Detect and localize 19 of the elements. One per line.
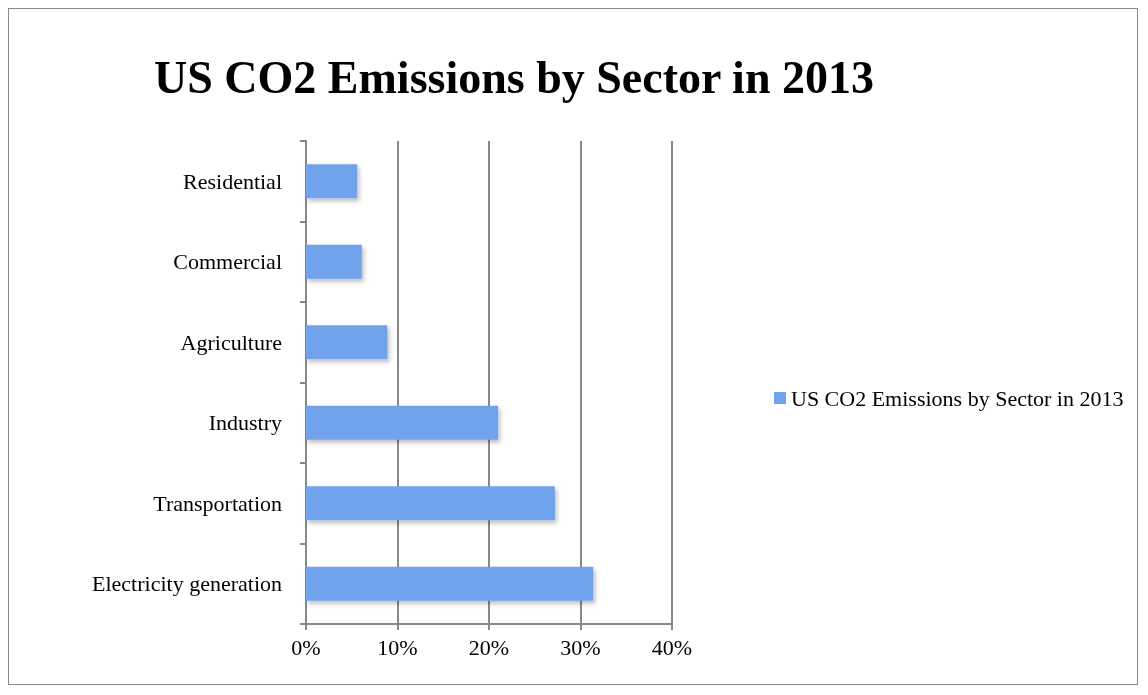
bar — [306, 566, 594, 601]
y-tick-label: Commercial — [173, 249, 282, 275]
y-tick-label: Industry — [208, 410, 282, 436]
y-tick-label: Electricity generation — [92, 571, 282, 597]
y-tick-label: Transportation — [153, 490, 282, 516]
bar — [306, 325, 388, 360]
x-tick-label: 0% — [291, 634, 321, 660]
y-tick-label: Residential — [183, 168, 282, 194]
x-tick-label: 40% — [651, 634, 693, 660]
x-tick-label: 10% — [377, 634, 418, 660]
bar — [306, 244, 362, 279]
x-tick-label: 30% — [560, 634, 601, 660]
y-tick-label: Agriculture — [180, 329, 282, 355]
bar — [306, 405, 499, 440]
chart-title: US CO2 Emissions by Sector in 2013 — [154, 51, 874, 103]
bar — [306, 486, 555, 521]
x-tick-label: 20% — [468, 634, 510, 660]
bar — [306, 164, 358, 199]
legend-label: US CO2 Emissions by Sector in 2013 — [791, 385, 1124, 411]
